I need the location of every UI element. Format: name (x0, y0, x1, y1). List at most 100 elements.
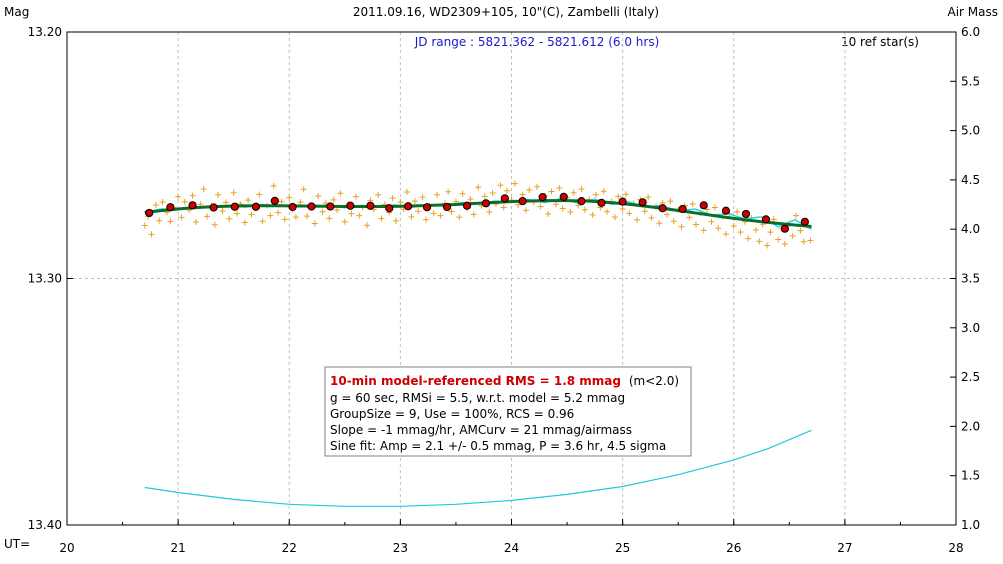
axis-ticks: 20 21 22 23 24 25 26 27 28 13.20 13.30 13.40 6.0 5.5 5… (28, 25, 980, 555)
raw-point (211, 221, 218, 228)
raw-point (752, 226, 759, 233)
y-right-tick-label: 5.0 (961, 124, 980, 138)
raw-point (267, 212, 274, 219)
statistics-box: 10-min model-referenced RMS = 1.8 mmag (… (324, 366, 692, 457)
raw-point (604, 208, 611, 215)
raw-point (192, 219, 199, 226)
y-right-tick-label: 6.0 (961, 25, 980, 39)
raw-point (248, 211, 255, 218)
raw-point (730, 222, 737, 229)
raw-point (275, 209, 282, 216)
raw-point (434, 191, 441, 198)
raw-point (775, 236, 782, 243)
raw-point (152, 202, 159, 209)
raw-point (545, 210, 552, 217)
binned-point (699, 201, 708, 210)
raw-point (200, 186, 207, 193)
y-right-tick-label: 2.5 (961, 370, 980, 384)
y-left-tick-label: 13.20 (28, 25, 62, 39)
raw-point (167, 218, 174, 225)
raw-point (619, 205, 626, 212)
statistics-headline: 10-min model-referenced RMS = 1.8 mmag (330, 374, 621, 388)
raw-point (611, 214, 618, 221)
raw-point (664, 211, 671, 218)
raw-point (656, 220, 663, 227)
raw-point (559, 205, 566, 212)
raw-point (800, 238, 807, 245)
raw-point (678, 223, 685, 230)
raw-point (589, 211, 596, 218)
raw-point (456, 214, 463, 221)
raw-point (175, 193, 182, 200)
binned-point (577, 196, 586, 206)
raw-point (467, 196, 474, 203)
raw-point (475, 184, 482, 191)
binned-point (166, 203, 175, 212)
raw-point (352, 193, 359, 200)
binned-point (326, 202, 335, 211)
binned-point (559, 192, 568, 202)
binned-point (741, 209, 751, 219)
raw-point (489, 189, 496, 196)
raw-point (770, 216, 777, 223)
raw-point (734, 208, 741, 215)
raw-point (222, 199, 229, 206)
raw-point (215, 191, 222, 198)
raw-point (159, 199, 166, 206)
raw-point (756, 238, 763, 245)
raw-point (230, 189, 237, 196)
raw-point (259, 218, 266, 225)
statistics-headline-suffix: (m<2.0) (629, 374, 679, 388)
raw-point (459, 190, 466, 197)
y-axis-left-label: Mag (4, 5, 29, 19)
raw-point (570, 189, 577, 196)
raw-point (522, 207, 529, 214)
raw-point (392, 217, 399, 224)
raw-point (692, 221, 699, 228)
x-tick-label: 20 (59, 541, 74, 555)
binned-point (800, 217, 809, 226)
raw-point (286, 194, 293, 201)
raw-point (670, 218, 677, 225)
binned-point (442, 202, 452, 212)
raw-point (519, 191, 526, 198)
raw-point (389, 195, 396, 202)
statistics-line: Slope = -1 mmag/hr, AMCurv = 21 mmag/air… (330, 423, 632, 437)
raw-point (641, 208, 648, 215)
raw-point (745, 235, 752, 242)
raw-point (315, 193, 322, 200)
binned-point (500, 194, 509, 203)
raw-point (592, 191, 599, 198)
binned-point (188, 201, 197, 210)
raw-point (204, 213, 211, 220)
raw-point (634, 216, 641, 223)
raw-point (241, 219, 248, 226)
raw-point (448, 208, 455, 215)
binned-points (145, 192, 809, 233)
statistics-headline-row: 10-min model-referenced RMS = 1.8 mmag (… (330, 374, 679, 388)
binned-point (780, 224, 789, 233)
raw-point (148, 231, 155, 238)
raw-point (375, 191, 382, 198)
x-tick-label: 24 (504, 541, 519, 555)
raw-point (404, 188, 411, 195)
raw-point (686, 214, 693, 221)
y-left-tick-label: 13.30 (28, 272, 62, 286)
raw-point (645, 194, 652, 201)
statistics-line: Sine fit: Amp = 2.1 +/- 0.5 mmag, P = 3.… (330, 439, 666, 453)
raw-point (548, 188, 555, 195)
raw-point (648, 214, 655, 221)
binned-point (209, 203, 218, 212)
raw-point (789, 232, 796, 239)
raw-point (715, 225, 722, 232)
raw-point (667, 198, 674, 205)
raw-point (415, 208, 422, 215)
raw-point (781, 240, 788, 247)
y-right-tick-label: 2.0 (961, 419, 980, 433)
raw-point (311, 220, 318, 227)
raw-point (537, 203, 544, 210)
raw-point (278, 198, 285, 205)
x-tick-label: 28 (948, 541, 963, 555)
binned-point (270, 196, 279, 205)
raw-point (622, 191, 629, 198)
